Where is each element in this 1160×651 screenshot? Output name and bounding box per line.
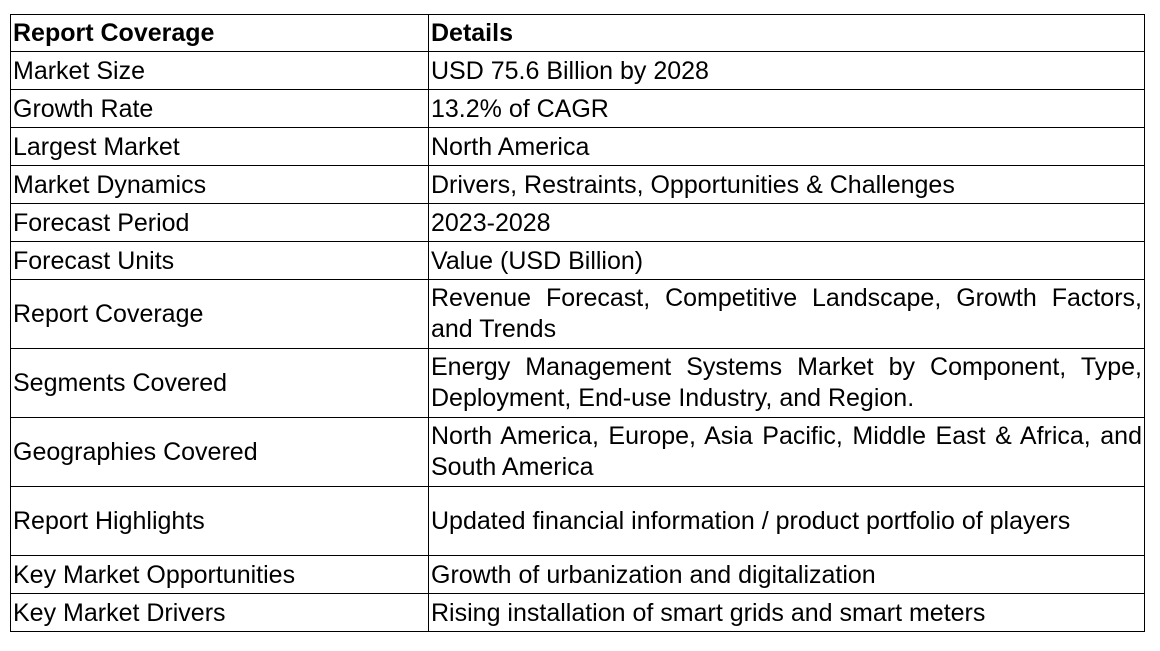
row-value: 13.2% of CAGR: [428, 89, 1145, 128]
row-value: Energy Management Systems Market by Comp…: [428, 348, 1145, 418]
row-value: Revenue Forecast, Competitive Landscape,…: [428, 279, 1145, 349]
row-value: USD 75.6 Billion by 2028: [428, 51, 1145, 90]
row-label: Key Market Opportunities: [10, 555, 429, 594]
header-report-coverage: Report Coverage: [10, 14, 429, 52]
table-row: Growth Rate 13.2% of CAGR: [10, 89, 1145, 128]
header-details: Details: [428, 14, 1145, 52]
row-label: Key Market Drivers: [10, 593, 429, 632]
row-label: Report Highlights: [10, 486, 429, 556]
row-value: North America: [428, 127, 1145, 166]
row-label: Forecast Units: [10, 241, 429, 280]
table-row: Geographies Covered North America, Europ…: [10, 417, 1145, 487]
row-label: Geographies Covered: [10, 417, 429, 487]
row-value: Drivers, Restraints, Opportunities & Cha…: [428, 165, 1145, 204]
row-label: Report Coverage: [10, 279, 429, 349]
row-label: Segments Covered: [10, 348, 429, 418]
row-value: Updated financial information / product …: [428, 486, 1145, 556]
table-row: Largest Market North America: [10, 127, 1145, 166]
table-row: Forecast Units Value (USD Billion): [10, 241, 1145, 280]
row-value: North America, Europe, Asia Pacific, Mid…: [428, 417, 1145, 487]
table-row: Key Market Opportunities Growth of urban…: [10, 555, 1145, 594]
row-label: Market Size: [10, 51, 429, 90]
row-label: Growth Rate: [10, 89, 429, 128]
table-row: Market Dynamics Drivers, Restraints, Opp…: [10, 165, 1145, 204]
table-header-row: Report Coverage Details: [10, 14, 1145, 52]
table-row: Market Size USD 75.6 Billion by 2028: [10, 51, 1145, 90]
table-row: Segments Covered Energy Management Syste…: [10, 348, 1145, 418]
table-row: Report Coverage Revenue Forecast, Compet…: [10, 279, 1145, 349]
row-value: 2023-2028: [428, 203, 1145, 242]
row-label: Market Dynamics: [10, 165, 429, 204]
row-label: Forecast Period: [10, 203, 429, 242]
row-value: Growth of urbanization and digitalizatio…: [428, 555, 1145, 594]
table-row: Forecast Period 2023-2028: [10, 203, 1145, 242]
row-value: Rising installation of smart grids and s…: [428, 593, 1145, 632]
report-coverage-table: Report Coverage Details Market Size USD …: [10, 14, 1145, 632]
row-value: Value (USD Billion): [428, 241, 1145, 280]
row-label: Largest Market: [10, 127, 429, 166]
table-row: Report Highlights Updated financial info…: [10, 486, 1145, 556]
table-row: Key Market Drivers Rising installation o…: [10, 593, 1145, 632]
